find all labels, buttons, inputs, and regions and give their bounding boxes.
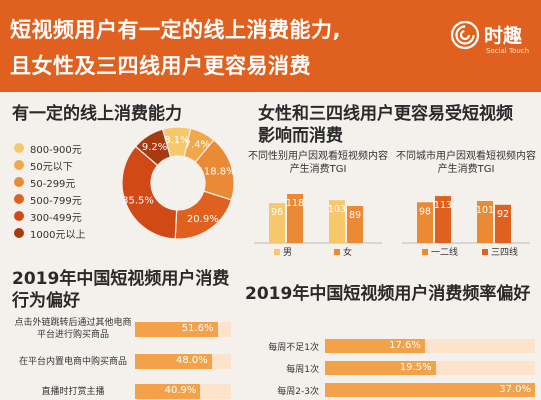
slice-label: 35.5% [122, 196, 154, 207]
tgi-bar [287, 193, 303, 243]
behavior-value-label: 51.6% [181, 323, 214, 334]
frequency-track: 19.5% [325, 361, 535, 375]
tgi-bar [435, 196, 451, 243]
frequency-value-label: 37.0% [499, 384, 531, 395]
behavior-track: 40.9% [135, 384, 231, 399]
behavior-value-label: 48.0% [176, 355, 208, 366]
frequency-value-label: 19.5% [399, 362, 432, 373]
category-swatch [482, 249, 488, 255]
gender-tgi-subtitle: 不同性别用户因观看短视频内容产生消费TGI [248, 151, 388, 175]
frequency-bar: 37.0% [325, 383, 535, 397]
legend-label: 50-299元 [30, 179, 76, 190]
legend-label: 800-900元 [30, 145, 82, 156]
slice-label: 9.2% [142, 142, 167, 153]
donut-chart: 8.1%7.4% 18.8% 20.9% 35.5% 9.2% [121, 126, 236, 240]
city-tgi-subtitle: 不同城市用户因观看短视频内容产生消费TGI [396, 151, 536, 175]
category-swatch [422, 249, 428, 255]
tgi-value-label: 113 [434, 200, 452, 211]
behavior-track: 51.6% [135, 322, 231, 337]
donut-slice [134, 128, 172, 167]
behavior-value-label: 40.9% [164, 385, 197, 396]
frequency-bar: 19.5% [325, 361, 436, 375]
legend-swatch [14, 177, 24, 187]
slice-label: 7.4% [185, 140, 210, 151]
donut-chart-title: 有一定的线上消费能力 [12, 104, 182, 124]
legend-label: 500-799元 [30, 196, 82, 207]
category-swatch [274, 249, 280, 255]
tgi-bar [417, 202, 433, 243]
slice-label: 8.1% [164, 135, 189, 146]
frequency-label: 每周不足1次 [268, 343, 319, 353]
legend-label: 1000元以上 [30, 230, 86, 241]
frequency-label: 每周2-3次 [277, 387, 319, 397]
legend-swatch [14, 160, 24, 170]
legend-label: 300-499元 [30, 213, 82, 224]
behavior-label: 在平台内置电商中购买商品 [18, 357, 127, 367]
tgi-bar [495, 204, 511, 243]
behavior-label: 点击外链跳转后通过其他电商平台进行购买商品 [14, 318, 132, 340]
tgi-bar [269, 203, 285, 243]
headline-line-2: 且女性及三四线用户更容易消费 [10, 54, 311, 78]
tgi-value-label: 101 [476, 205, 494, 216]
behavior-chart-title: 2019年中国短视频用户消费行为偏好 [12, 269, 230, 311]
tgi-bar [347, 206, 363, 243]
tgi-section-title: 女性和三四线用户更容易受短视频影响而消费 [258, 104, 513, 146]
tgi-bar [477, 201, 493, 243]
legend-swatch [14, 228, 24, 238]
legend-swatch [14, 143, 24, 153]
frequency-track: 37.0% [325, 383, 535, 397]
frequency-bar: 17.6% [325, 339, 425, 353]
slice-label: 20.9% [187, 214, 219, 225]
spiral-logo-icon [450, 20, 480, 50]
tgi-value-label: 98 [419, 206, 431, 217]
header-banner: 短视频用户有一定的线上消费能力, 且女性及三四线用户更容易消费 时趣 Socia… [0, 0, 541, 92]
behavior-track: 48.0% [135, 354, 231, 369]
legend-swatch [14, 211, 24, 221]
tgi-value-label: 89 [349, 210, 361, 221]
tgi-bar [329, 200, 345, 243]
category-swatch [334, 249, 340, 255]
behavior-bar: 48.0% [135, 354, 212, 369]
tgi-value-label: 118 [286, 198, 304, 209]
frequency-track: 17.6% [325, 339, 535, 353]
brand-logo: 时趣 Social Touch [450, 18, 536, 68]
category-label: 女 [343, 246, 352, 258]
behavior-label: 直播时打赏主播 [41, 387, 105, 397]
behavior-bar: 51.6% [135, 322, 218, 337]
tgi-value-label: 103 [328, 204, 346, 215]
legend-swatch [14, 194, 24, 204]
logo-name: 时趣 [484, 25, 523, 47]
frequency-chart-title: 2019年中国短视频用户消费频率偏好 [245, 284, 531, 304]
category-label: 男 [283, 247, 292, 258]
category-label: 三四线 [491, 246, 518, 258]
slice-label: 18.8% [204, 166, 236, 177]
category-label: 一二线 [431, 246, 458, 258]
legend-label: 50元以下 [30, 162, 73, 173]
behavior-bar: 40.9% [135, 384, 201, 399]
logo-subtitle: Social Touch [486, 47, 530, 55]
tgi-value-label: 92 [497, 209, 509, 220]
frequency-label: 每周1次 [286, 365, 319, 375]
donut-slice [121, 145, 178, 240]
tgi-value-label: 96 [271, 207, 283, 218]
frequency-value-label: 17.6% [389, 340, 421, 351]
headline-line-1: 短视频用户有一定的线上消费能力, [10, 18, 341, 42]
